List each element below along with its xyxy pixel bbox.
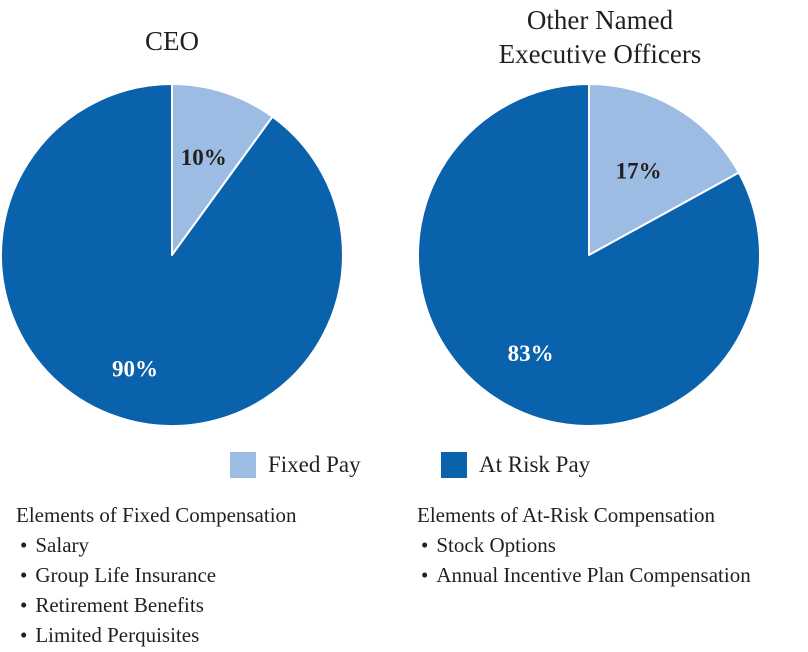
neo-chart-title-line-2: Executive Officers bbox=[498, 39, 702, 69]
pie-charts: 10% 90% 17% 83% bbox=[0, 83, 761, 427]
legend-item-fixed-pay: Fixed Pay bbox=[230, 452, 361, 478]
list-item-text: Limited Perquisites bbox=[35, 623, 200, 647]
list-item-text: Group Life Insurance bbox=[35, 563, 217, 587]
at-risk-compensation-list: • Stock Options • Annual Incentive Plan Co… bbox=[417, 530, 751, 590]
at-risk-compensation-elements: Elements of At-Risk Compensation • Stock … bbox=[417, 500, 751, 590]
pie-slice-neo-fixed bbox=[588, 83, 740, 256]
fixed-compensation-elements: Elements of Fixed Compensation • Salary •… bbox=[16, 500, 297, 650]
neo-chart-title-line-1: Other Named bbox=[526, 5, 674, 35]
list-item: • Group Life Insurance bbox=[20, 563, 217, 587]
legend-label-fixed-pay: Fixed Pay bbox=[268, 452, 361, 477]
legend-swatch-at-risk-pay bbox=[441, 452, 467, 478]
pie-label-neo-fixed: 17% bbox=[616, 159, 662, 184]
list-item-text: Salary bbox=[35, 533, 90, 557]
pie-label-ceo-at-risk: 90% bbox=[112, 356, 158, 381]
fixed-compensation-heading: Elements of Fixed Compensation bbox=[16, 503, 297, 527]
pie-slice-ceo-fixed bbox=[171, 83, 274, 256]
list-item: • Salary bbox=[20, 533, 90, 557]
legend-swatch-fixed-pay bbox=[230, 452, 256, 478]
list-item-text: Retirement Benefits bbox=[35, 593, 204, 617]
at-risk-compensation-heading: Elements of At-Risk Compensation bbox=[417, 503, 716, 527]
ceo-chart-title: CEO bbox=[145, 26, 199, 56]
pie-label-ceo-fixed: 10% bbox=[181, 145, 227, 170]
list-item-text: Stock Options bbox=[436, 533, 556, 557]
list-item: • Stock Options bbox=[421, 533, 556, 557]
legend-label-at-risk-pay: At Risk Pay bbox=[479, 452, 591, 477]
legend-item-at-risk-pay: At Risk Pay bbox=[441, 452, 590, 478]
list-item: • Limited Perquisites bbox=[20, 623, 200, 647]
pie-label-neo-at-risk: 83% bbox=[508, 341, 554, 366]
list-item: • Annual Incentive Plan Compensation bbox=[421, 563, 751, 587]
list-item: • Retirement Benefits bbox=[20, 593, 204, 617]
pie-slice-ceo-at-risk bbox=[0, 83, 344, 427]
pie-slice-neo-at-risk bbox=[417, 83, 761, 427]
neo-chart-title: Other Named Executive Officers bbox=[440, 3, 760, 71]
fixed-compensation-list: • Salary • Group Life Insurance • Retiremen… bbox=[16, 530, 297, 650]
list-item-text: Annual Incentive Plan Compensation bbox=[436, 563, 751, 587]
legend: Fixed Pay At Risk Pay bbox=[0, 448, 808, 484]
